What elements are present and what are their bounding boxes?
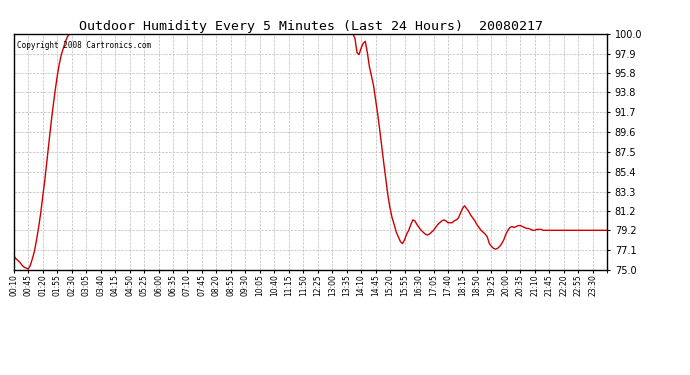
Text: Copyright 2008 Cartronics.com: Copyright 2008 Cartronics.com xyxy=(17,41,151,50)
Title: Outdoor Humidity Every 5 Minutes (Last 24 Hours)  20080217: Outdoor Humidity Every 5 Minutes (Last 2… xyxy=(79,20,542,33)
